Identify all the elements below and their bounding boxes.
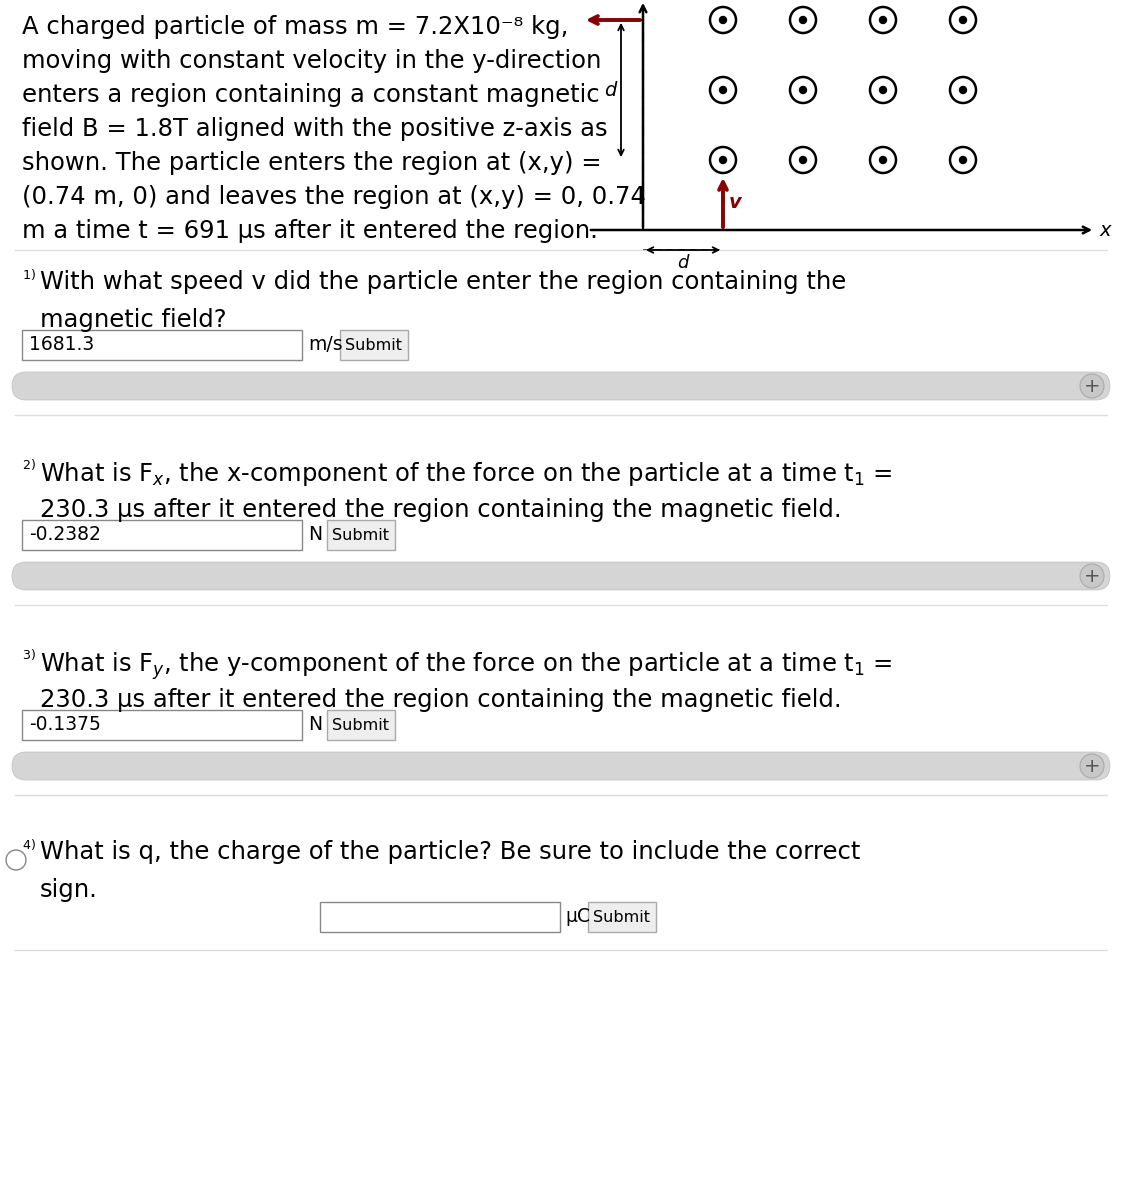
Text: What is F$_{x}$, the x-component of the force on the particle at a time t$_{1}$ : What is F$_{x}$, the x-component of the … <box>40 460 893 488</box>
Text: 1681.3: 1681.3 <box>29 336 94 354</box>
Bar <box>22 520 302 550</box>
Bar <box>588 902 656 932</box>
Text: N: N <box>309 715 322 734</box>
Text: -0.2382: -0.2382 <box>29 526 101 545</box>
Text: x: x <box>1100 221 1112 240</box>
Circle shape <box>959 156 966 163</box>
Text: Submit: Submit <box>346 337 403 353</box>
Bar <box>320 902 560 932</box>
Text: -0.1375: -0.1375 <box>29 715 101 734</box>
Text: m/s: m/s <box>309 336 342 354</box>
Text: +: + <box>1084 566 1101 586</box>
Circle shape <box>800 156 807 163</box>
Circle shape <box>880 17 886 24</box>
Circle shape <box>880 156 886 163</box>
Circle shape <box>959 86 966 94</box>
Text: d: d <box>604 80 616 100</box>
Text: +: + <box>1084 377 1101 396</box>
Text: $^{3)}$: $^{3)}$ <box>22 650 36 668</box>
Text: $^{1)}$: $^{1)}$ <box>22 270 36 288</box>
Bar <box>340 330 408 360</box>
Circle shape <box>800 86 807 94</box>
Bar <box>327 710 395 740</box>
Text: μC: μC <box>565 907 590 926</box>
Circle shape <box>719 17 727 24</box>
Text: $^{4)}$: $^{4)}$ <box>22 840 36 858</box>
Bar <box>22 330 302 360</box>
Text: m a time t = 691 μs after it entered the region.: m a time t = 691 μs after it entered the… <box>22 218 598 242</box>
Circle shape <box>880 86 886 94</box>
Text: field B = 1.8T aligned with the positive z-axis as: field B = 1.8T aligned with the positive… <box>22 116 608 140</box>
Text: (0.74 m, 0) and leaves the region at (x,y) = 0, 0.74: (0.74 m, 0) and leaves the region at (x,… <box>22 185 646 209</box>
Circle shape <box>719 156 727 163</box>
Text: sign.: sign. <box>40 878 98 902</box>
Circle shape <box>1080 564 1104 588</box>
Bar <box>327 520 395 550</box>
Text: Submit: Submit <box>332 528 389 542</box>
Text: With what speed v did the particle enter the region containing the: With what speed v did the particle enter… <box>40 270 846 294</box>
Text: Submit: Submit <box>594 910 651 924</box>
FancyBboxPatch shape <box>12 752 1110 780</box>
Text: 230.3 μs after it entered the region containing the magnetic field.: 230.3 μs after it entered the region con… <box>40 688 842 712</box>
FancyBboxPatch shape <box>12 562 1110 590</box>
Circle shape <box>6 850 26 870</box>
Bar <box>22 710 302 740</box>
FancyBboxPatch shape <box>12 372 1110 400</box>
Text: magnetic field?: magnetic field? <box>40 308 227 332</box>
Circle shape <box>1080 754 1104 778</box>
Text: $^{2)}$: $^{2)}$ <box>22 460 36 478</box>
Text: enters a region containing a constant magnetic: enters a region containing a constant ma… <box>22 83 599 107</box>
Text: What is q, the charge of the particle? Be sure to include the correct: What is q, the charge of the particle? B… <box>40 840 861 864</box>
Circle shape <box>959 17 966 24</box>
Text: N: N <box>309 526 322 545</box>
Text: moving with constant velocity in the y-direction: moving with constant velocity in the y-d… <box>22 49 601 73</box>
Text: 230.3 μs after it entered the region containing the magnetic field.: 230.3 μs after it entered the region con… <box>40 498 842 522</box>
Text: d: d <box>678 254 689 272</box>
Text: v: v <box>729 192 742 211</box>
Text: shown. The particle enters the region at (x,y) =: shown. The particle enters the region at… <box>22 151 601 175</box>
Text: Submit: Submit <box>332 718 389 732</box>
Text: A charged particle of mass m = 7.2X10⁻⁸ kg,: A charged particle of mass m = 7.2X10⁻⁸ … <box>22 14 569 38</box>
Circle shape <box>1080 374 1104 398</box>
Text: +: + <box>1084 756 1101 775</box>
Circle shape <box>800 17 807 24</box>
Circle shape <box>719 86 727 94</box>
Text: What is F$_{y}$, the y-component of the force on the particle at a time t$_{1}$ : What is F$_{y}$, the y-component of the … <box>40 650 893 682</box>
